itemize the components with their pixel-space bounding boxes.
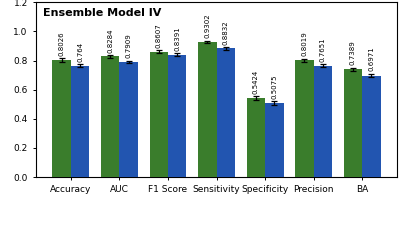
Text: 0.7651: 0.7651 <box>320 37 326 62</box>
Bar <box>71 66 89 177</box>
Bar <box>265 103 284 177</box>
Bar <box>150 52 168 177</box>
Text: 0.5424: 0.5424 <box>253 69 259 94</box>
Text: 0.8832: 0.8832 <box>223 20 229 45</box>
Text: 0.9302: 0.9302 <box>205 14 210 38</box>
Text: 0.5075: 0.5075 <box>271 74 277 99</box>
Text: 0.8026: 0.8026 <box>59 32 65 56</box>
Text: 0.8284: 0.8284 <box>107 28 113 53</box>
Text: 0.7909: 0.7909 <box>126 34 132 58</box>
Bar <box>362 76 381 177</box>
Bar <box>168 55 186 177</box>
Text: Ensemble Model IV: Ensemble Model IV <box>43 7 162 17</box>
Text: 0.7389: 0.7389 <box>350 41 356 65</box>
Text: 0.8019: 0.8019 <box>302 32 308 57</box>
Bar <box>217 48 235 177</box>
Bar <box>53 60 71 177</box>
Bar <box>314 66 332 177</box>
Bar <box>247 98 265 177</box>
Text: 0.764: 0.764 <box>77 42 83 62</box>
Bar <box>295 60 314 177</box>
Text: 0.6971: 0.6971 <box>369 47 375 72</box>
Bar <box>119 62 138 177</box>
Bar <box>344 69 362 177</box>
Text: 0.8607: 0.8607 <box>156 23 162 48</box>
Text: 0.8391: 0.8391 <box>174 26 180 51</box>
Bar <box>198 42 217 177</box>
Bar <box>101 56 119 177</box>
